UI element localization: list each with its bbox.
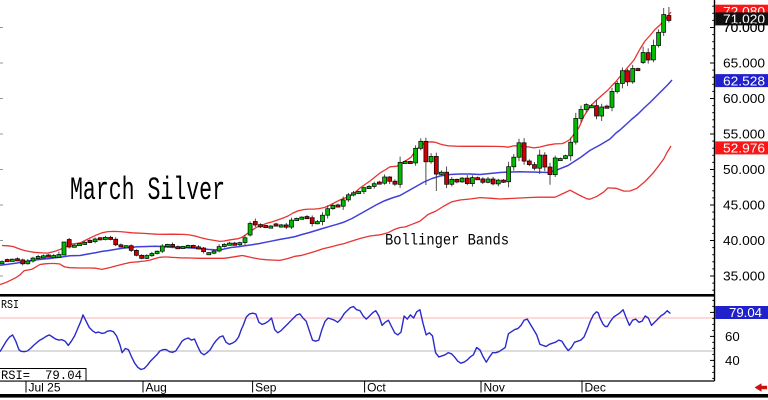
- svg-text:71.020: 71.020: [723, 12, 765, 27]
- svg-text:Bollinger Bands: Bollinger Bands: [385, 232, 509, 250]
- svg-text:RSI=: RSI=: [1, 369, 30, 383]
- svg-text:79.04: 79.04: [729, 305, 762, 320]
- svg-text:Sep: Sep: [255, 381, 277, 395]
- svg-text:RSI: RSI: [1, 298, 19, 312]
- svg-text:65.000: 65.000: [723, 56, 765, 71]
- svg-text:Oct: Oct: [367, 381, 386, 395]
- svg-text:55.000: 55.000: [723, 127, 765, 142]
- svg-text:35.000: 35.000: [723, 269, 765, 284]
- svg-text:79.04: 79.04: [45, 369, 82, 383]
- svg-text:March Silver: March Silver: [70, 172, 225, 209]
- svg-text:52.976: 52.976: [723, 141, 765, 156]
- svg-text:45.000: 45.000: [723, 198, 765, 213]
- svg-text:60.000: 60.000: [723, 91, 765, 106]
- svg-text:Jul 25: Jul 25: [29, 381, 61, 395]
- svg-text:40.000: 40.000: [723, 233, 765, 248]
- svg-text:50.000: 50.000: [723, 162, 765, 177]
- svg-text:70.000: 70.000: [723, 20, 765, 35]
- svg-text:60: 60: [725, 329, 740, 344]
- svg-text:Aug: Aug: [146, 381, 167, 395]
- svg-text:Dec: Dec: [585, 381, 606, 395]
- svg-text:62.528: 62.528: [723, 73, 765, 88]
- svg-text:40: 40: [725, 353, 740, 368]
- svg-text:Nov: Nov: [484, 381, 505, 395]
